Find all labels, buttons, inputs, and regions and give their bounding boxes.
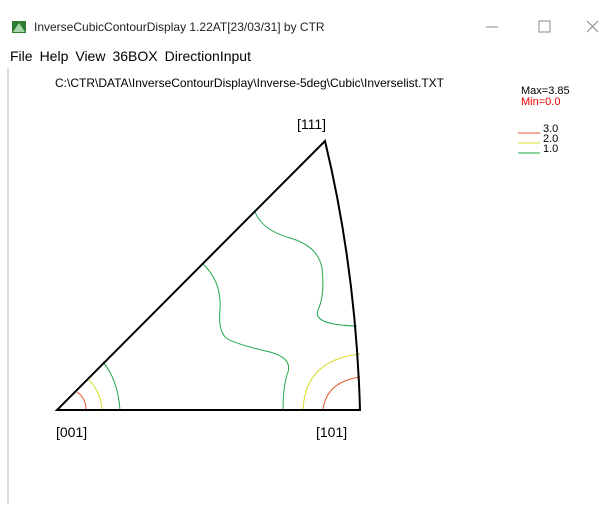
- menu-bar: File Help View 36BOX DirectionInput: [10, 48, 251, 64]
- contour-1: [254, 211, 358, 327]
- legend-label: 3.0: [543, 123, 558, 135]
- close-button[interactable]: [586, 20, 599, 33]
- contour-1: [202, 263, 290, 411]
- title-bar: [0, 8, 614, 45]
- contour-3: [76, 391, 87, 411]
- corner-top: [111]: [297, 116, 326, 132]
- menu-item[interactable]: File: [10, 48, 33, 64]
- menu-item[interactable]: View: [75, 48, 106, 64]
- menu-item[interactable]: Help: [40, 48, 69, 64]
- corner-right: [101]: [316, 424, 347, 440]
- contours: [76, 211, 361, 411]
- window-title: InverseCubicContourDisplay 1.22AT[23/03/…: [34, 20, 325, 34]
- min-label: Min=0.0: [521, 96, 560, 108]
- menu-item[interactable]: 36BOX: [112, 48, 158, 64]
- menu-item[interactable]: DirectionInput: [165, 48, 251, 64]
- maximize-button[interactable]: [538, 20, 551, 33]
- file-path: C:\CTR\DATA\InverseContourDisplay\Invers…: [55, 76, 445, 90]
- legend-label: 1.0: [543, 143, 558, 155]
- contour-2: [302, 353, 361, 411]
- app-icon: [12, 21, 26, 33]
- legend: 3.02.01.0: [518, 123, 558, 155]
- corner-left: [001]: [56, 424, 87, 440]
- max-label: Max=3.85: [521, 85, 570, 97]
- contour-2: [88, 379, 103, 411]
- legend-label: 2.0: [543, 133, 558, 145]
- contour-1: [102, 361, 121, 411]
- triangle: [54, 139, 362, 411]
- contour-3: [322, 376, 361, 411]
